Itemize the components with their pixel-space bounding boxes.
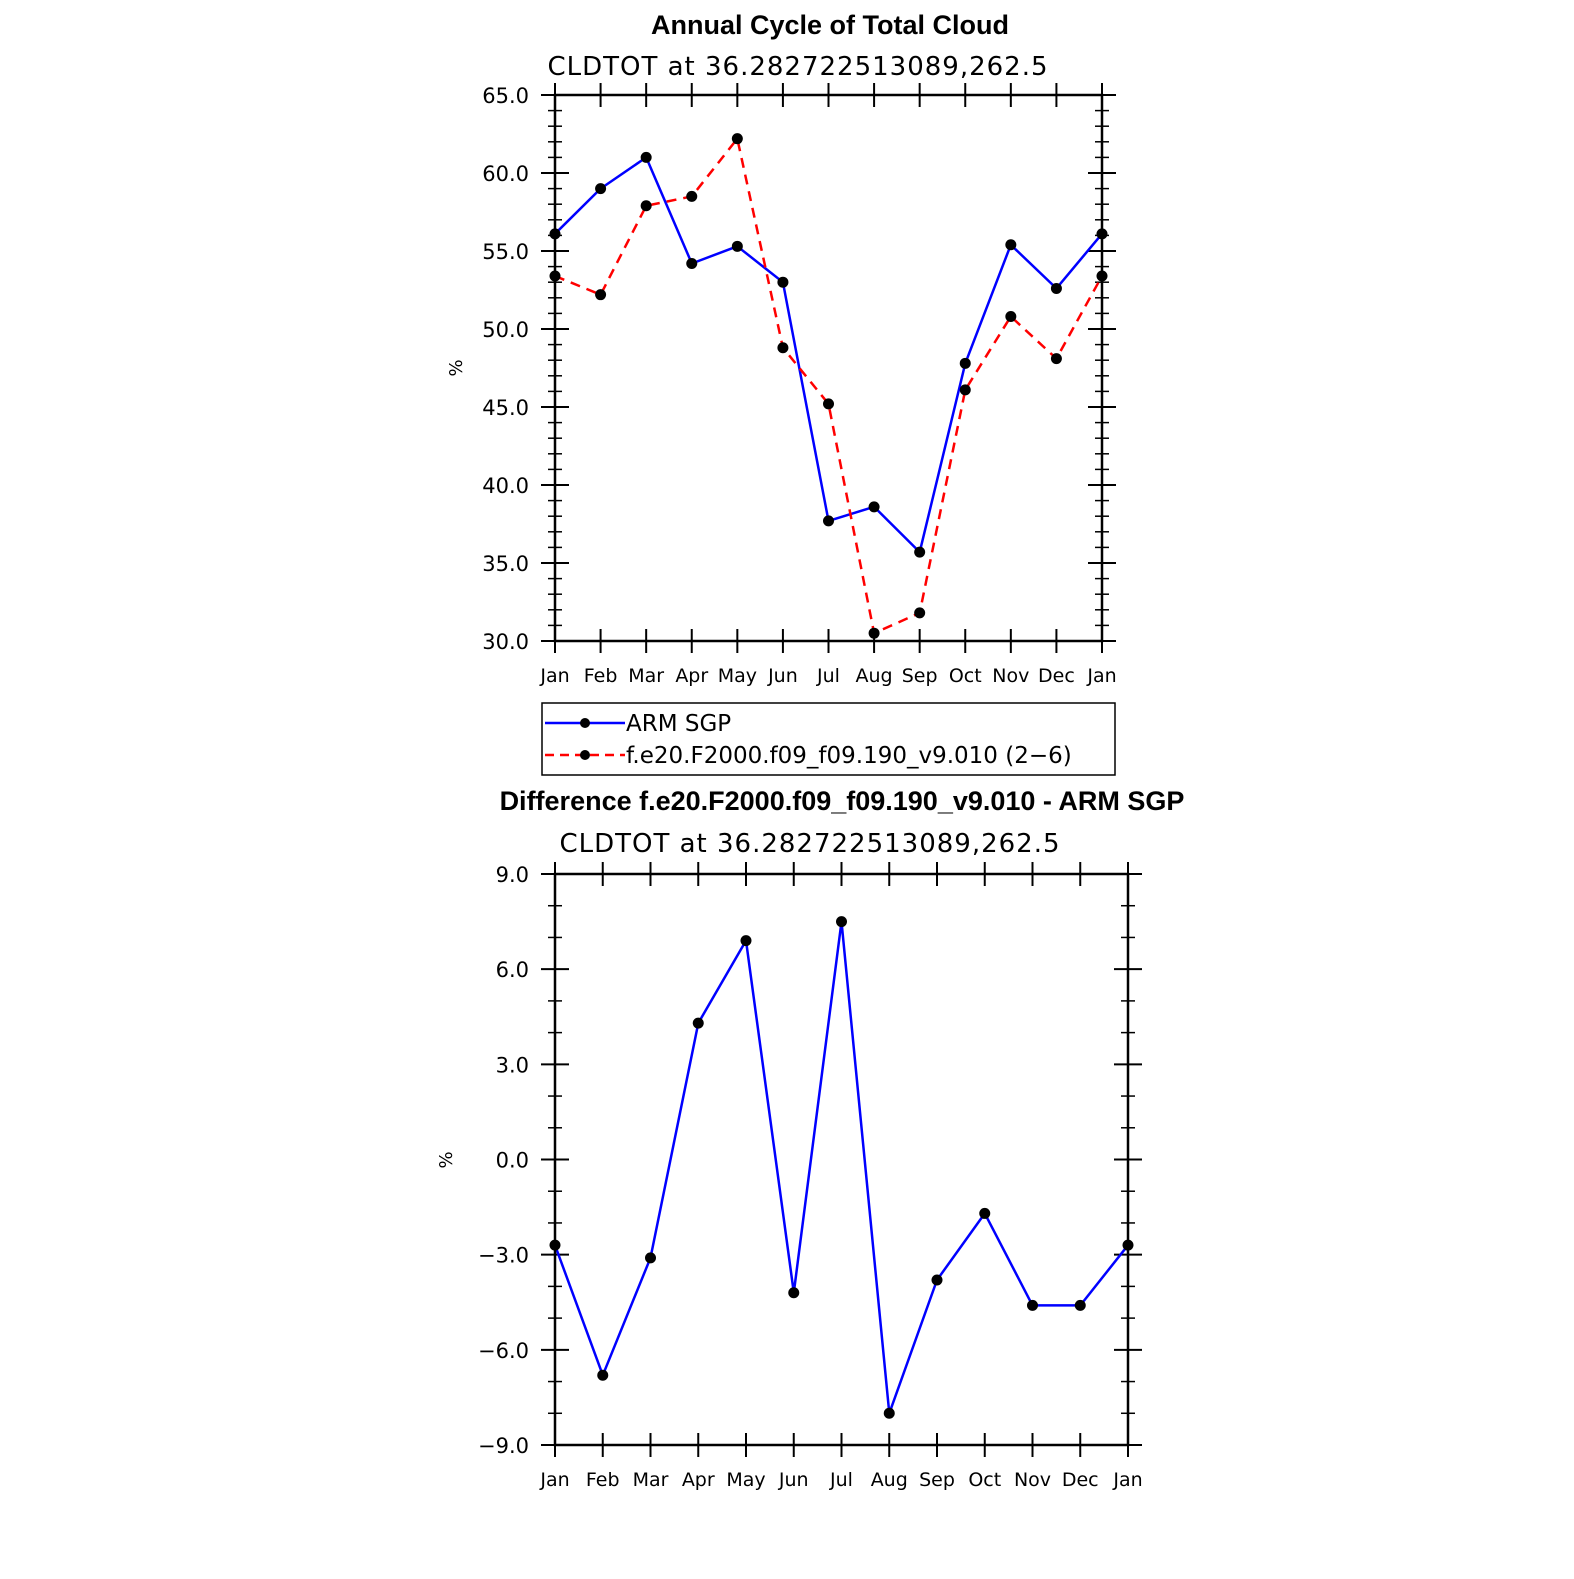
- x-tick-label: Apr: [682, 1469, 715, 1491]
- data-point: [640, 151, 652, 163]
- legend-label-arm-sgp: ARM SGP: [626, 711, 731, 737]
- x-tick-label: Nov: [992, 665, 1029, 687]
- data-point: [640, 200, 652, 212]
- panel-title: Annual Cycle of Total Cloud: [651, 10, 1009, 40]
- y-axis-label: %: [436, 1151, 457, 1168]
- panel-subtitle: CLDTOT at 36.282722513089,262.5: [559, 829, 1060, 859]
- data-point: [823, 515, 834, 527]
- x-tick-label: Feb: [584, 665, 618, 687]
- x-tick-label: May: [726, 1469, 765, 1491]
- panel-title: Difference f.e20.F2000.f09_f09.190_v9.01…: [500, 786, 1185, 816]
- data-point: [959, 384, 971, 396]
- data-point: [959, 357, 971, 369]
- legend-marker-arm-sgp: [580, 718, 590, 728]
- x-tick-label: Jan: [539, 1469, 569, 1491]
- data-point: [692, 1017, 704, 1029]
- legend-marker-model: [580, 750, 590, 760]
- plot-frame: [553, 93, 1104, 643]
- x-tick-label: Jun: [778, 1469, 809, 1491]
- data-point: [979, 1207, 991, 1219]
- x-tick-label: Apr: [675, 665, 708, 687]
- x-tick-label: Jan: [1112, 1469, 1142, 1491]
- data-point: [686, 257, 698, 269]
- data-point: [1050, 353, 1062, 365]
- y-tick-label: 60.0: [482, 162, 529, 186]
- data-point: [597, 1369, 609, 1381]
- x-tick-label: May: [718, 665, 757, 687]
- data-point: [1050, 282, 1062, 294]
- data-point: [777, 276, 789, 288]
- data-point: [686, 190, 698, 202]
- x-tick-label: Oct: [968, 1469, 1001, 1491]
- legend: ARM SGP f.e20.F2000.f09_f09.190_v9.010 (…: [541, 702, 1116, 776]
- x-tick-label: Aug: [871, 1469, 908, 1491]
- y-tick-label: −6.0: [478, 1339, 529, 1363]
- data-point: [731, 240, 743, 252]
- data-point: [931, 1274, 943, 1286]
- x-tick-label: Jan: [1086, 665, 1116, 687]
- y-tick-label: −9.0: [478, 1434, 529, 1458]
- y-tick-label: 35.0: [482, 552, 529, 576]
- data-point: [777, 342, 789, 354]
- y-tick-label: 45.0: [482, 396, 529, 420]
- difference-panel: Difference f.e20.F2000.f09_f09.190_v9.01…: [436, 786, 1184, 1491]
- x-tick-label: Dec: [1062, 1469, 1099, 1491]
- data-point: [883, 1407, 895, 1419]
- x-tick-label: Jul: [829, 1469, 853, 1491]
- x-tick-label: Jul: [816, 665, 840, 687]
- panel-subtitle: CLDTOT at 36.282722513089,262.5: [547, 52, 1048, 82]
- data-point: [595, 183, 607, 195]
- y-axis-label: %: [446, 359, 467, 376]
- x-tick-label: Jan: [539, 665, 569, 687]
- data-point: [868, 627, 880, 639]
- x-tick-label: Feb: [586, 1469, 620, 1491]
- data-point: [914, 546, 926, 558]
- x-tick-label: Nov: [1014, 1469, 1051, 1491]
- series-line-1: [554, 137, 1104, 635]
- data-point: [914, 607, 926, 619]
- y-tick-label: 9.0: [496, 863, 529, 887]
- y-tick-label: −3.0: [478, 1244, 529, 1268]
- data-point: [868, 501, 880, 513]
- series-line-0: [554, 156, 1103, 554]
- x-tick-label: Mar: [628, 665, 664, 687]
- plot-frame: [553, 872, 1130, 1447]
- series-line-0: [553, 920, 1129, 1415]
- y-tick-label: 55.0: [482, 240, 529, 264]
- data-point: [1074, 1299, 1086, 1311]
- legend-label-model: f.e20.F2000.f09_f09.190_v9.010 (2−6): [626, 743, 1072, 769]
- data-point: [595, 289, 607, 301]
- x-tick-label: Oct: [949, 665, 982, 687]
- y-tick-label: 30.0: [482, 630, 529, 654]
- y-tick-label: 3.0: [496, 1053, 529, 1077]
- data-point: [645, 1252, 656, 1264]
- data-point: [788, 1287, 800, 1299]
- x-tick-label: Aug: [856, 665, 893, 687]
- data-point: [1027, 1299, 1038, 1311]
- y-tick-label: 6.0: [496, 958, 529, 982]
- x-tick-label: Sep: [902, 665, 938, 687]
- x-tick-label: Jun: [767, 665, 798, 687]
- y-tick-label: 50.0: [482, 318, 529, 342]
- data-point: [731, 133, 743, 145]
- y-tick-label: 0.0: [496, 1149, 529, 1173]
- data-point: [836, 916, 847, 928]
- x-tick-label: Dec: [1038, 665, 1075, 687]
- data-point: [1005, 239, 1017, 251]
- y-tick-label: 40.0: [482, 474, 529, 498]
- x-tick-label: Mar: [633, 1469, 669, 1491]
- x-tick-label: Sep: [919, 1469, 955, 1491]
- annual-cycle-panel: Annual Cycle of Total Cloud CLDTOT at 36…: [446, 10, 1117, 776]
- data-point: [1005, 311, 1017, 323]
- data-point: [823, 398, 834, 410]
- data-point: [740, 935, 752, 947]
- y-tick-label: 65.0: [482, 84, 529, 108]
- legend-box: [541, 702, 1116, 776]
